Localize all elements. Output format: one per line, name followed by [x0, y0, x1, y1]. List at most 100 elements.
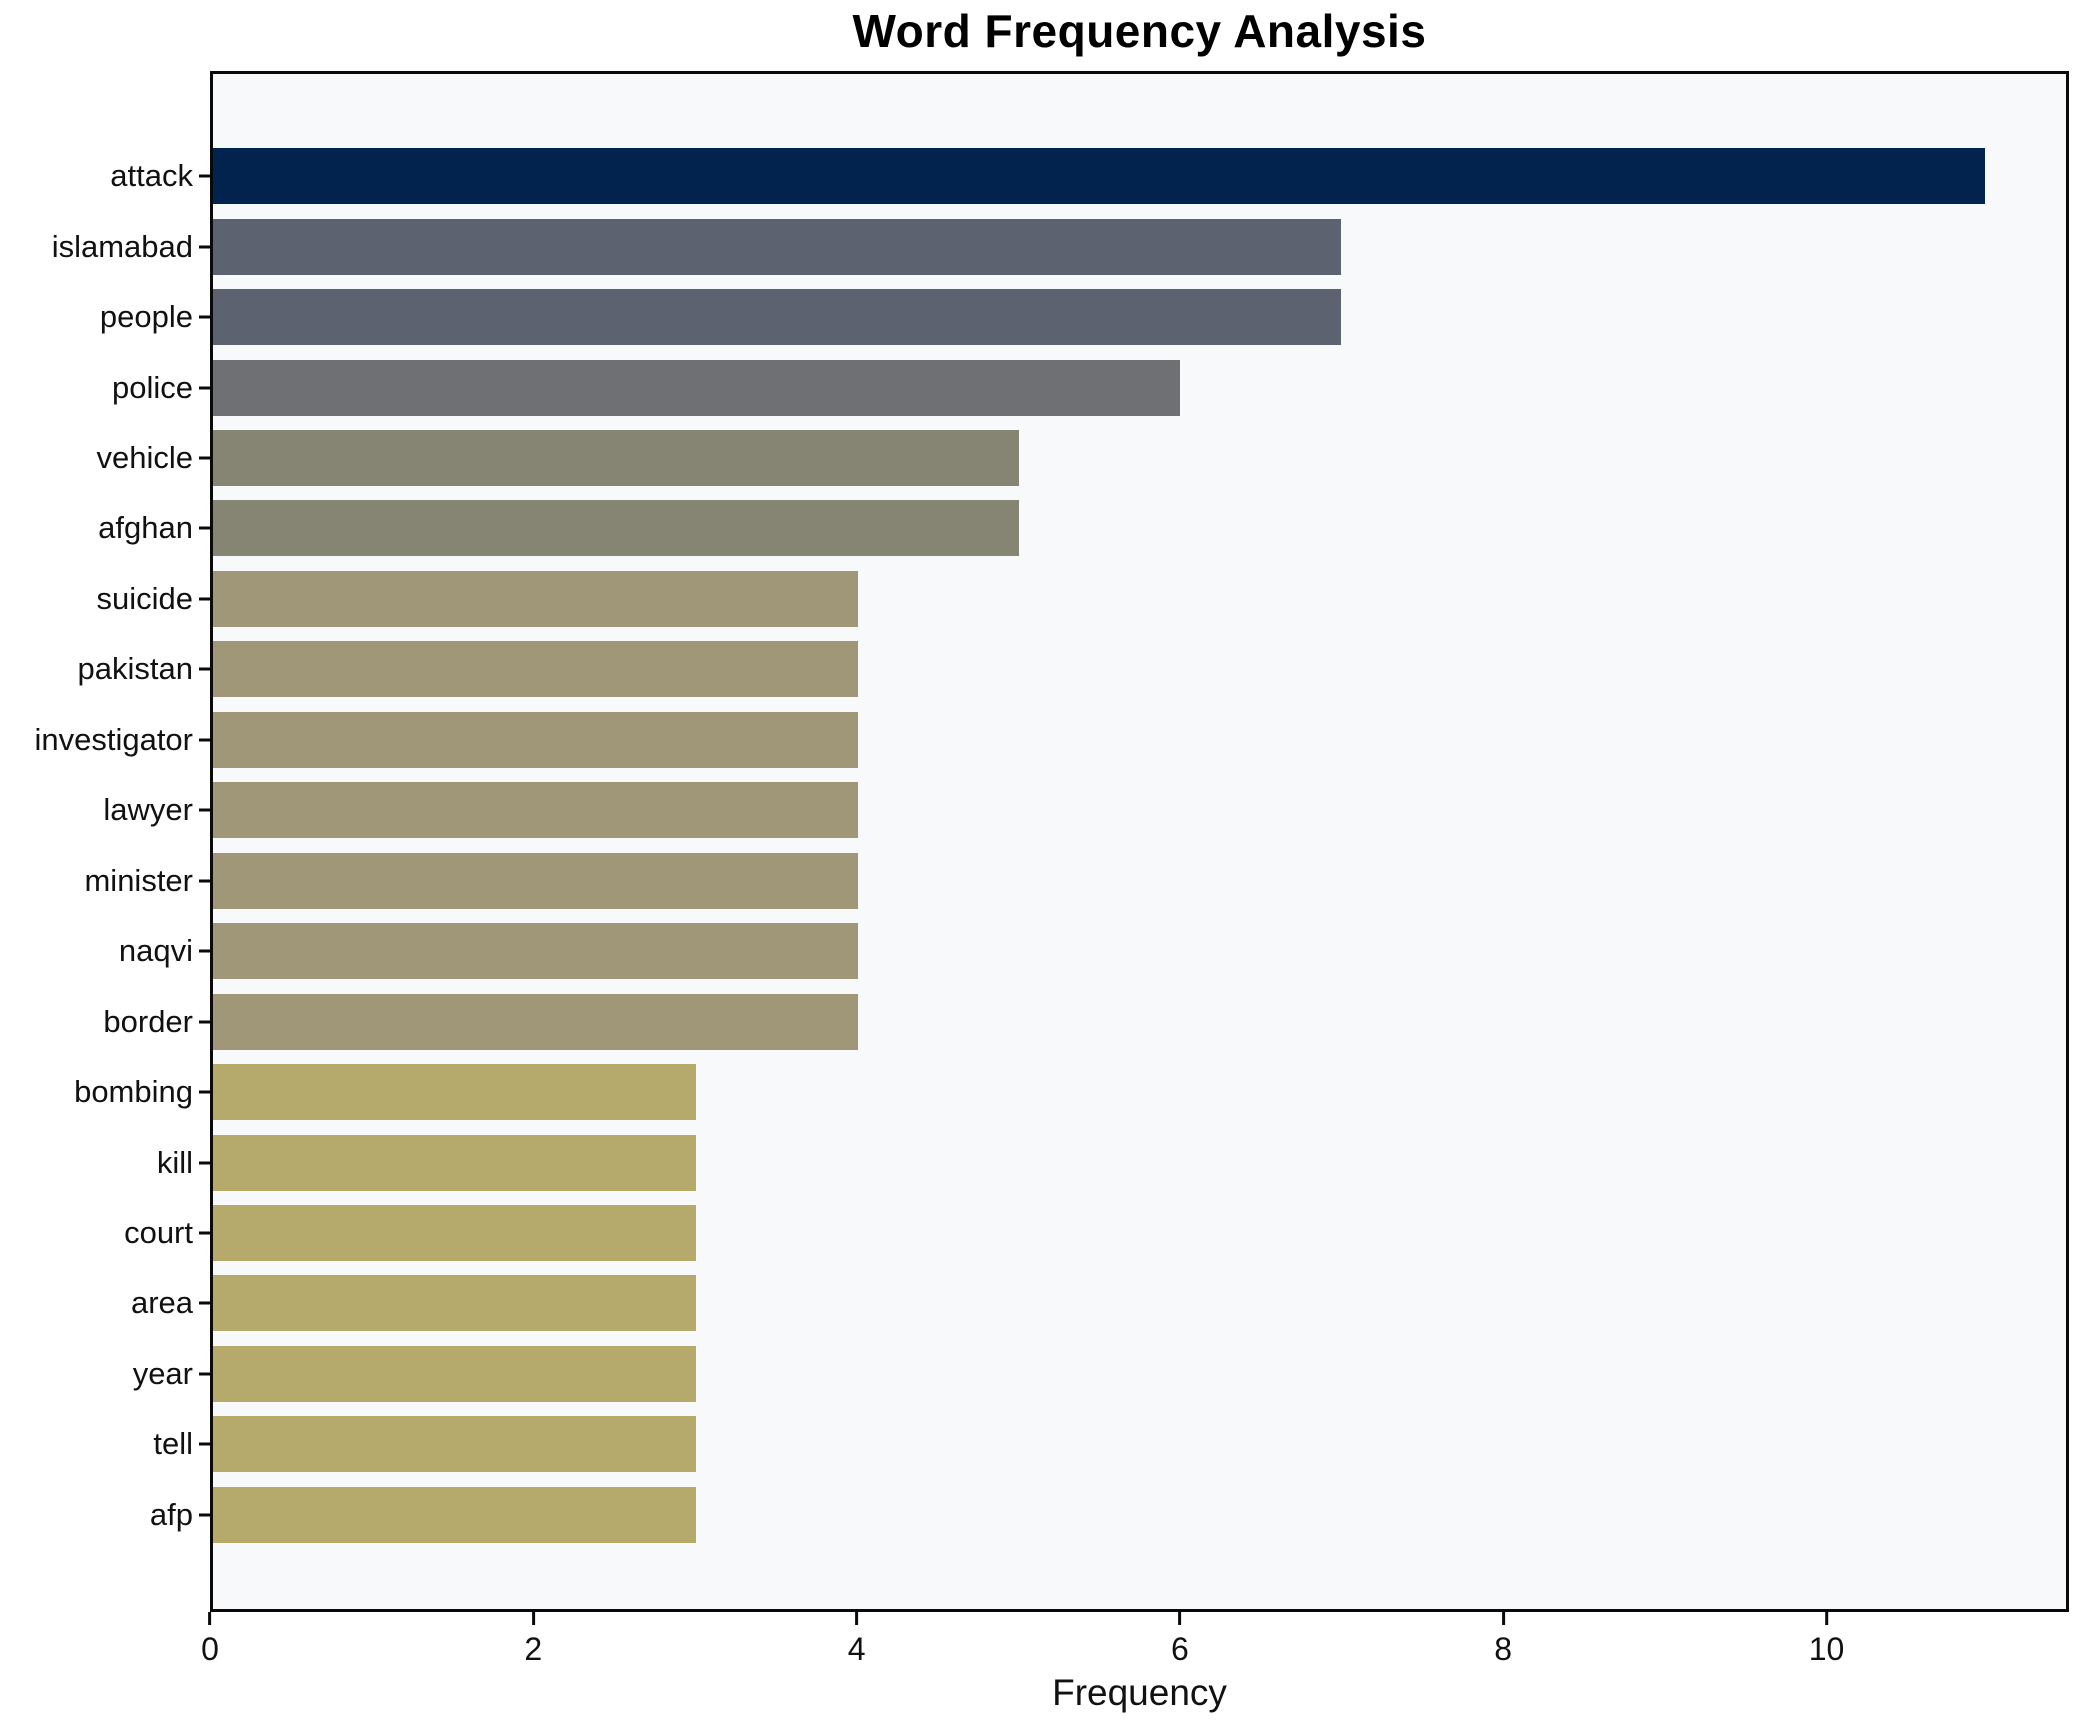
y-tick-label: bombing	[74, 1074, 193, 1110]
bar	[213, 1064, 697, 1121]
y-tick-mark	[199, 808, 210, 812]
y-tick-mark	[199, 879, 210, 883]
y-tick-label: vehicle	[96, 440, 194, 476]
bar	[213, 359, 1180, 416]
x-tick-mark	[531, 1612, 535, 1625]
bar	[213, 1134, 697, 1191]
y-tick-mark	[199, 386, 210, 390]
bar	[213, 993, 858, 1050]
y-tick-label: lawyer	[103, 792, 193, 828]
y-tick-mark	[199, 1090, 210, 1094]
y-tick-label: naqvi	[118, 933, 193, 969]
y-tick-mark	[199, 1231, 210, 1235]
bar	[213, 148, 1986, 205]
y-tick-mark	[199, 738, 210, 742]
bar-row: islamabad	[52, 211, 2066, 281]
y-tick-label: tell	[153, 1426, 193, 1462]
y-tick-label: pakistan	[77, 651, 193, 687]
bar-row: border	[103, 986, 2066, 1056]
bar-row: people	[100, 282, 2066, 352]
y-tick-label: afp	[149, 1496, 193, 1532]
x-tick-mark	[208, 1612, 212, 1625]
y-tick-mark	[199, 174, 210, 178]
bar	[213, 1275, 697, 1332]
y-tick-label: attack	[110, 158, 193, 194]
bar	[213, 782, 858, 839]
bar	[213, 1345, 697, 1402]
bar	[213, 852, 858, 909]
bar-row: afp	[150, 1480, 2066, 1550]
x-tick: 10	[1808, 1612, 1845, 1668]
bar	[213, 289, 1341, 346]
y-tick-mark	[199, 667, 210, 671]
bar	[213, 430, 1019, 487]
x-tick: 8	[1494, 1612, 1512, 1668]
bar-row: tell	[153, 1409, 2066, 1479]
x-axis-label: Frequency	[1052, 1672, 1227, 1713]
y-tick-label: islamabad	[51, 228, 193, 264]
y-tick-mark	[199, 1442, 210, 1446]
bar	[213, 641, 858, 698]
y-tick-mark	[199, 949, 210, 953]
x-tick-mark	[1501, 1612, 1505, 1625]
y-tick-mark	[199, 1513, 210, 1517]
y-tick-label: investigator	[34, 721, 193, 757]
y-tick-label: area	[130, 1285, 193, 1321]
x-tick-mark	[855, 1612, 859, 1625]
bar-row: pakistan	[78, 634, 2066, 704]
y-tick-mark	[199, 1020, 210, 1024]
x-tick-label: 0	[201, 1631, 219, 1667]
x-tick-label: 4	[847, 1631, 866, 1667]
y-tick-mark	[199, 245, 210, 249]
bars-container: attack islamabad people police vehicle afghan…	[34, 141, 2066, 1550]
x-tick: 6	[1171, 1612, 1189, 1668]
bar-row: afghan	[98, 493, 2066, 563]
bar-row: suicide	[97, 564, 2066, 634]
bar-row: minister	[84, 846, 2066, 916]
y-tick-label: people	[99, 299, 193, 335]
y-tick-label: year	[132, 1355, 193, 1391]
bar-row: police	[112, 352, 2066, 422]
bar-row: year	[133, 1339, 2066, 1409]
x-tick: 2	[524, 1612, 542, 1668]
y-tick-label: kill	[156, 1144, 193, 1180]
bar	[213, 1205, 697, 1262]
y-tick-mark	[199, 1372, 210, 1376]
bar-row: naqvi	[119, 916, 2066, 986]
y-tick-mark	[199, 1161, 210, 1165]
bar	[213, 1416, 697, 1473]
x-axis: 0 2 4 6 8 10	[201, 1612, 2069, 1682]
x-tick: 0	[201, 1612, 219, 1668]
y-tick-mark	[199, 456, 210, 460]
bar	[213, 711, 858, 768]
bar	[213, 570, 858, 627]
plot-area: attack islamabad people police vehicle afghan…	[34, 71, 2069, 1612]
bar	[213, 923, 858, 980]
bar	[213, 1486, 697, 1543]
x-tick: 4	[847, 1612, 866, 1668]
y-tick-mark	[199, 597, 210, 601]
y-tick-label: minister	[84, 862, 193, 898]
bar-row: vehicle	[97, 423, 2066, 493]
x-tick-label: 2	[524, 1631, 543, 1667]
bar-row: lawyer	[103, 775, 2066, 845]
bar-row: investigator	[34, 705, 2066, 775]
bar-row: bombing	[74, 1057, 2066, 1127]
bar	[213, 500, 1019, 557]
y-tick-label: court	[124, 1215, 193, 1251]
y-tick-label: border	[103, 1003, 193, 1039]
bar-row: kill	[157, 1127, 2066, 1197]
x-tick-label: 10	[1808, 1631, 1845, 1667]
y-tick-label: police	[112, 369, 193, 405]
y-tick-mark	[199, 1301, 210, 1305]
bar-row: court	[124, 1198, 2066, 1268]
y-tick-label: afghan	[98, 510, 193, 546]
x-tick-label: 6	[1171, 1631, 1189, 1667]
bar-row: area	[131, 1268, 2066, 1338]
bar-row: attack	[110, 141, 2066, 211]
y-tick-label: suicide	[96, 580, 194, 616]
x-tick-mark	[1178, 1612, 1182, 1625]
bar	[213, 218, 1341, 275]
y-tick-mark	[199, 315, 210, 319]
